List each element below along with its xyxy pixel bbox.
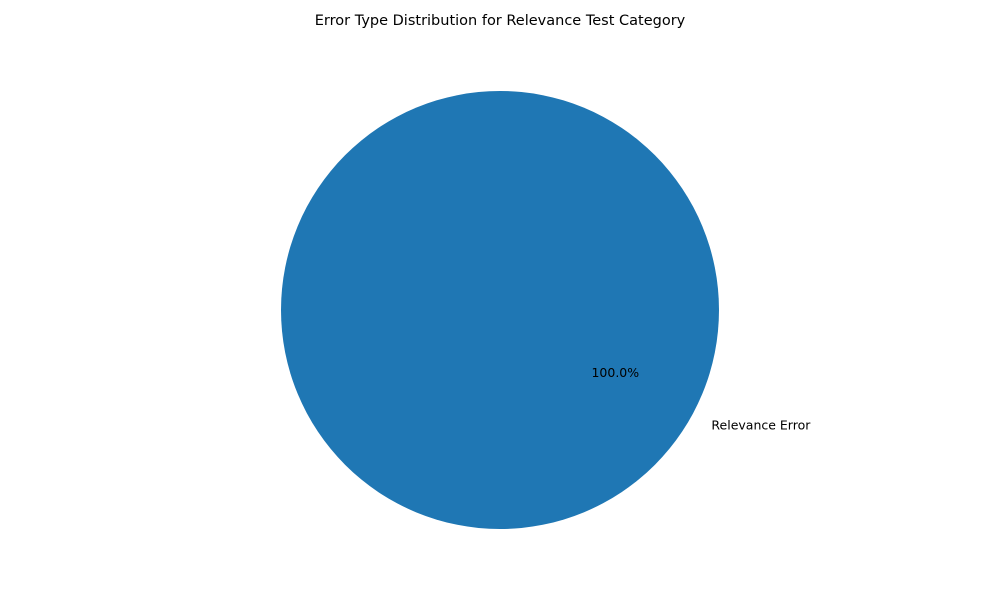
slice-percentage-label: 100.0% [591,365,639,380]
slice-label: Relevance Error [711,417,811,432]
pie-slices [281,91,719,529]
pie-labels: Relevance Error 100.0% [591,365,811,432]
chart-title: Error Type Distribution for Relevance Te… [314,13,686,29]
pie-slice [281,91,719,529]
